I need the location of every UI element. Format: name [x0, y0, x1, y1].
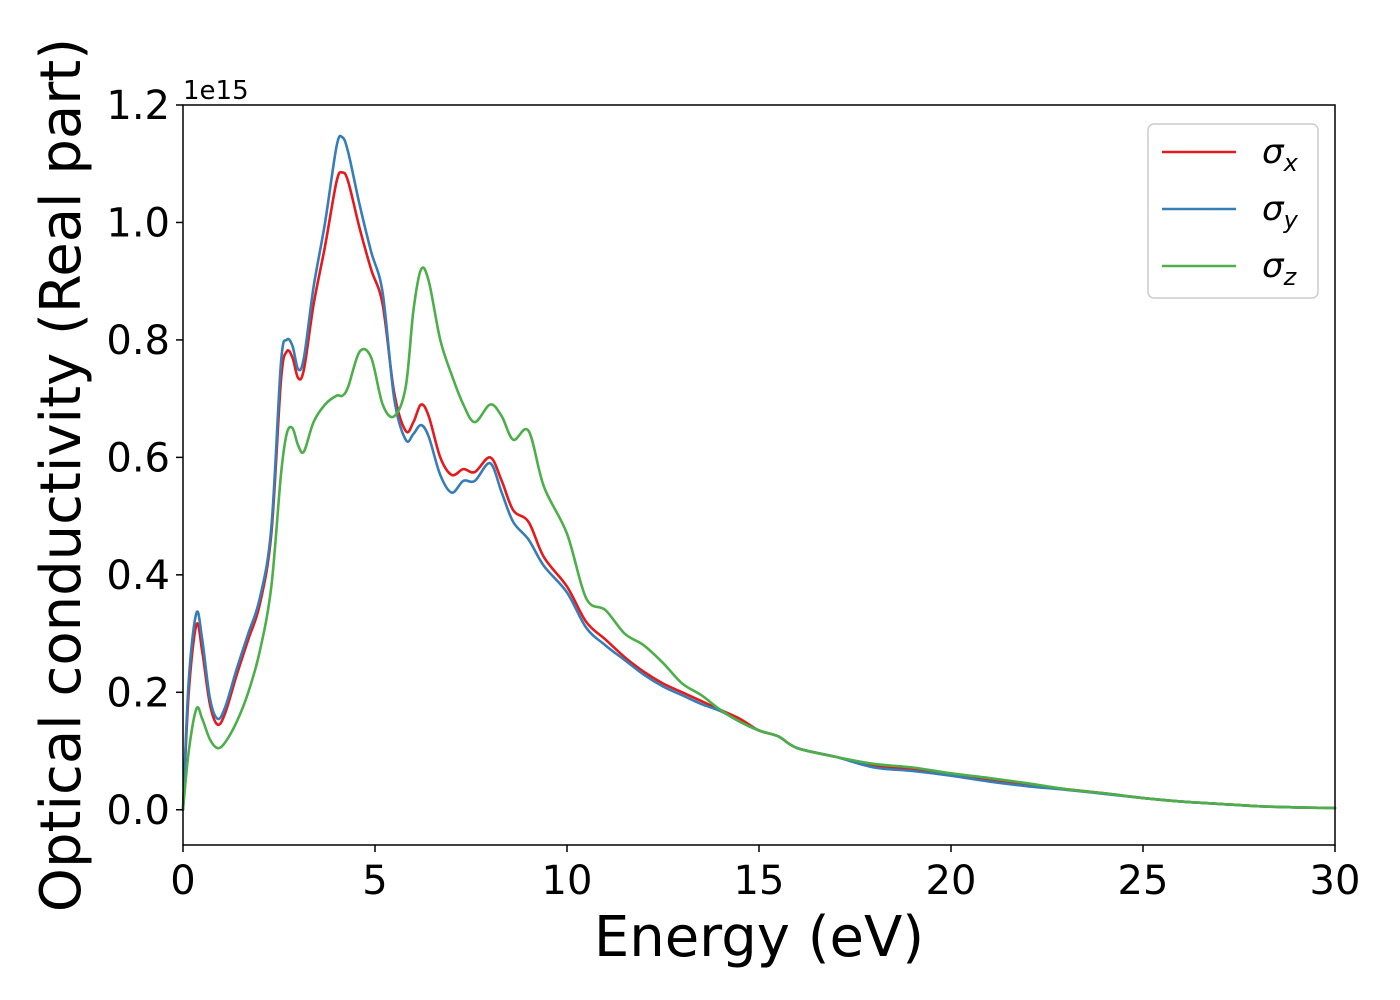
series-group — [181, 134, 1337, 812]
plot-background — [183, 105, 1335, 845]
legend-box — [1147, 123, 1319, 299]
x-tick-label: 0 — [170, 858, 195, 904]
y-tick-label: 0.2 — [106, 670, 170, 716]
x-tick-label: 5 — [362, 858, 387, 904]
x-tick-label: 10 — [542, 858, 593, 904]
series-line-sigma-z — [181, 266, 1337, 812]
y-axis-ticks: 0.0 0.2 0.4 0.6 0.8 1.0 1.2 — [106, 83, 183, 834]
y-tick-label: 0.8 — [106, 318, 170, 364]
y-axis-title: Optical conductivity (Real part) — [29, 38, 94, 912]
y-tick-label: 1.2 — [106, 83, 170, 129]
x-tick-label: 20 — [926, 858, 977, 904]
series-line-sigma-y — [181, 134, 1337, 812]
y-tick-label: 0.4 — [106, 553, 170, 599]
x-axis-title: Energy (eV) — [594, 905, 924, 970]
x-tick-label: 25 — [1118, 858, 1169, 904]
x-axis-ticks: 0 5 10 15 20 25 30 — [170, 845, 1360, 904]
x-tick-label: 15 — [734, 858, 785, 904]
y-offset-label: 1e15 — [183, 76, 249, 106]
y-tick-label: 0.6 — [106, 435, 170, 481]
x-tick-label: 30 — [1310, 858, 1361, 904]
y-tick-label: 0.0 — [106, 788, 170, 834]
y-tick-label: 1.0 — [106, 200, 170, 246]
